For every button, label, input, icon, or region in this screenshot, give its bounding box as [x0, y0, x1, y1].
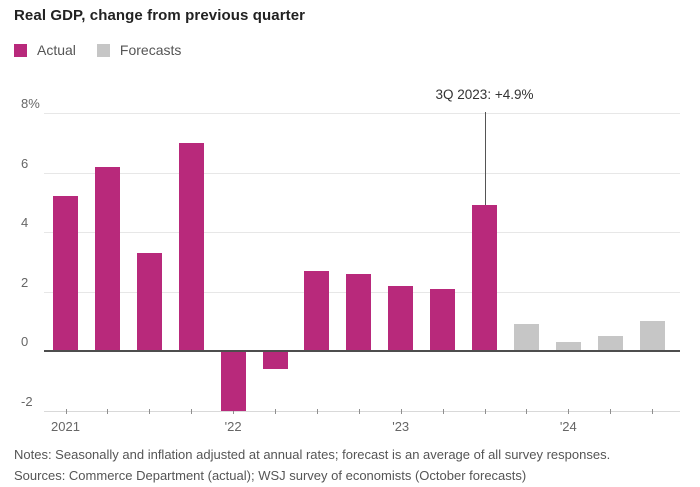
x-axis-line	[44, 411, 680, 412]
legend-swatch-forecasts-icon	[96, 43, 110, 57]
y-axis-label-8%: 8%	[21, 96, 40, 111]
chart-title: Real GDP, change from previous quarter	[14, 7, 306, 24]
x-axis-tick-1q-2022	[233, 408, 235, 414]
y-axis-label-2: 2	[21, 274, 29, 290]
x-axis-tick-1q-2023	[400, 408, 402, 414]
gridline-6	[44, 172, 680, 174]
x-axis-tick-3q-2023	[484, 408, 486, 414]
x-axis-tick-2q-2024	[610, 408, 612, 414]
x-axis-tick-3q-2021	[149, 408, 151, 414]
bar-actual-2q-2022	[262, 351, 288, 369]
x-axis-tick-4q-2021	[191, 408, 193, 414]
bar-actual-4q-2022	[346, 273, 372, 351]
bar-actual-1q-2023	[388, 285, 414, 351]
x-axis-label-2021: 2021	[51, 419, 80, 434]
notes-text: Notes: Seasonally and inflation adjusted…	[14, 447, 611, 462]
bar-actual-1q-2022	[220, 351, 246, 411]
x-axis-label-23: '23	[392, 419, 410, 434]
bar-actual-2q-2021	[94, 166, 120, 351]
chart-legend: Actual Forecasts	[14, 42, 202, 58]
x-axis-tick-3q-2022	[316, 408, 318, 414]
x-axis-tick-1q-2021	[65, 408, 67, 414]
annotation-label: 3Q 2023: +4.9%	[435, 87, 534, 102]
bar-forecasts-2q-2024	[597, 336, 623, 351]
legend-label-actual: Actual	[37, 42, 76, 58]
legend-label-forecasts: Forecasts	[119, 42, 182, 58]
bar-actual-3q-2021	[136, 252, 162, 351]
bar-forecasts-1q-2024	[555, 342, 581, 351]
x-axis-tick-2q-2022	[275, 408, 276, 414]
x-axis-tick-1q-2024	[568, 408, 570, 414]
y-axis-label-4: 4	[21, 215, 29, 230]
bar-forecasts-4q-2023	[513, 324, 539, 351]
bar-actual-2q-2023	[430, 288, 456, 351]
bar-actual-1q-2021	[53, 196, 78, 351]
y-axis-label-6: 6	[21, 155, 29, 171]
y-axis-label--2: -2	[21, 393, 33, 409]
annotation-line	[484, 112, 486, 206]
x-axis-tick-2q-2023	[442, 408, 444, 414]
x-axis-tick-3q-2024	[652, 408, 654, 414]
x-axis-label-24: '24	[559, 419, 577, 434]
zero-baseline	[44, 350, 680, 352]
bar-forecasts-3q-2024	[639, 321, 665, 351]
bar-actual-3q-2022	[304, 270, 330, 351]
x-axis-tick-4q-2022	[358, 408, 360, 414]
gridline-8%	[44, 113, 680, 114]
bar-actual-4q-2021	[178, 142, 204, 351]
sources-text: Sources: Commerce Department (actual); W…	[14, 468, 527, 483]
bar-actual-3q-2023	[472, 205, 497, 351]
legend-swatch-actual-icon	[14, 43, 27, 57]
gridline-4	[44, 232, 680, 233]
y-axis-label-0: 0	[21, 334, 29, 349]
x-axis-tick-2q-2021	[107, 408, 109, 414]
x-axis-tick-4q-2023	[526, 408, 528, 414]
x-axis-label-22: '22	[224, 419, 242, 434]
